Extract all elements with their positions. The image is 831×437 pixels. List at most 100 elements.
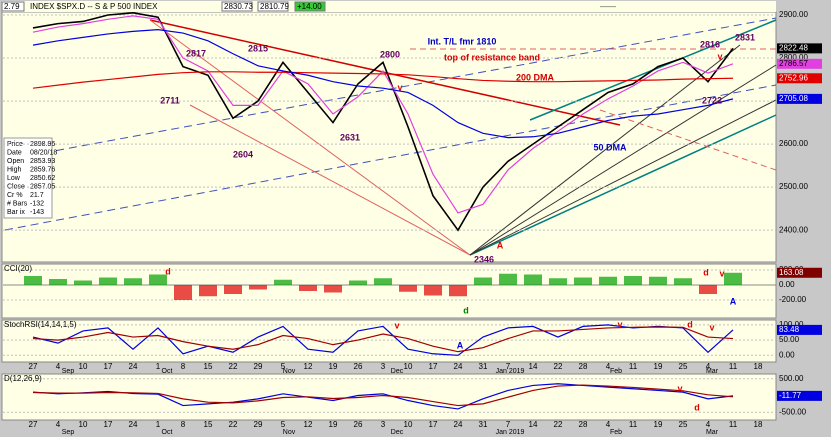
x-tick-label: 29 <box>254 362 263 371</box>
y-tick-label: 2600.00 <box>779 139 808 148</box>
last-value-box <box>777 267 822 278</box>
y-tick-label: 100.00 <box>779 320 804 329</box>
month-label: Nov <box>283 368 296 375</box>
x-tick-label: 15 <box>204 362 213 371</box>
last-value-box <box>777 73 822 84</box>
header-box <box>257 1 289 12</box>
bar <box>49 279 67 285</box>
x-tick-label: 11 <box>629 420 638 429</box>
y-tick-label: 500.00 <box>779 374 804 383</box>
last-value: 83.48 <box>779 325 800 334</box>
x-tick-label: 3 <box>381 362 386 371</box>
x-tick-label: 10 <box>79 362 88 371</box>
x-tick-label: 4 <box>56 420 61 429</box>
info-value: -143 <box>30 209 44 216</box>
cci-panel <box>1 263 777 319</box>
last-value: -11.77 <box>779 391 802 400</box>
x-tick-label: 19 <box>654 420 663 429</box>
x-tick-label: 4 <box>706 420 711 429</box>
x-tick-label: 28 <box>579 420 588 429</box>
bar <box>224 285 242 294</box>
bar <box>424 285 442 296</box>
month-label: Jan 2019 <box>496 429 525 436</box>
bar <box>174 285 192 300</box>
header-box <box>1 1 25 12</box>
x-tick-label: 24 <box>129 362 138 371</box>
x-tick-label: 17 <box>104 362 113 371</box>
annotation: v <box>719 268 724 278</box>
x-tick-label: 4 <box>706 362 711 371</box>
bar <box>124 278 142 285</box>
y-tick-label: 0.00 <box>779 350 795 359</box>
y-tick-label: 50.00 <box>779 335 800 344</box>
last-value: 2822.48 <box>779 43 808 52</box>
annotation: 2817 <box>186 48 206 58</box>
series-line <box>32 384 734 407</box>
bar <box>549 278 567 285</box>
header-suffix: —— <box>600 2 616 11</box>
annotation: 200 DMA <box>516 72 555 82</box>
x-tick-label: 29 <box>254 420 263 429</box>
x-tick-label: 11 <box>629 362 638 371</box>
annotation: v <box>717 51 722 61</box>
annotation: v <box>677 383 682 393</box>
x-tick-label: 3 <box>381 420 386 429</box>
x-tick-label: 1 <box>156 420 161 429</box>
x-tick-label: 31 <box>479 362 488 371</box>
x-tick-label: 8 <box>181 420 186 429</box>
x-tick-label: 22 <box>554 362 563 371</box>
info-value: 2850.62 <box>30 175 55 182</box>
bar <box>324 285 342 293</box>
annotation: A <box>457 340 464 350</box>
info-label: Low <box>7 175 21 182</box>
bar <box>474 277 492 285</box>
last-value-box <box>777 93 822 104</box>
annotation: 2711 <box>160 95 180 105</box>
x-tick-label: 11 <box>729 420 738 429</box>
annotation: 2816 <box>700 39 720 49</box>
x-tick-label: 4 <box>56 362 61 371</box>
x-tick-label: 15 <box>204 420 213 429</box>
series-line <box>32 71 734 89</box>
panel-title: D(12,26,9) <box>4 374 42 383</box>
x-tick-label: 22 <box>229 420 238 429</box>
x-tick-label: 12 <box>304 420 313 429</box>
last-value: 2752.96 <box>779 73 808 82</box>
x-tick-label: 10 <box>404 362 413 371</box>
x-tick-label: 24 <box>454 362 463 371</box>
bar <box>99 277 117 285</box>
x-tick-label: 12 <box>304 362 313 371</box>
x-tick-label: 25 <box>679 420 688 429</box>
info-value: 2859.76 <box>30 166 55 173</box>
x-tick-label: 7 <box>506 362 511 371</box>
annotation: 2604 <box>233 149 253 159</box>
bar <box>249 285 267 290</box>
x-tick-label: 11 <box>729 362 738 371</box>
y-tick-label: 2400.00 <box>779 225 808 234</box>
series-line <box>32 326 734 353</box>
x-tick-label: 7 <box>506 420 511 429</box>
info-value: 08/20/18 <box>30 149 57 156</box>
bar <box>674 278 692 285</box>
y-tick-label: 2500.00 <box>779 182 808 191</box>
x-tick-label: 5 <box>281 420 286 429</box>
info-value: 2857.05 <box>30 183 55 190</box>
last-value: 2786.57 <box>779 59 808 68</box>
annotation: d <box>694 402 700 412</box>
annotation: v <box>397 82 402 92</box>
bar <box>299 285 317 291</box>
bar <box>74 280 92 285</box>
series-line <box>32 29 734 139</box>
bar <box>724 272 742 285</box>
bar <box>449 285 467 297</box>
month-label: Dec <box>391 429 404 436</box>
last-value-box <box>777 390 822 401</box>
annotation: 2631 <box>340 132 360 142</box>
x-tick-label: 19 <box>654 362 663 371</box>
macd-panel <box>1 373 777 421</box>
x-tick-label: 8 <box>181 362 186 371</box>
info-label: Open <box>7 158 24 165</box>
bar <box>699 285 717 294</box>
x-tick-label: 14 <box>529 420 538 429</box>
